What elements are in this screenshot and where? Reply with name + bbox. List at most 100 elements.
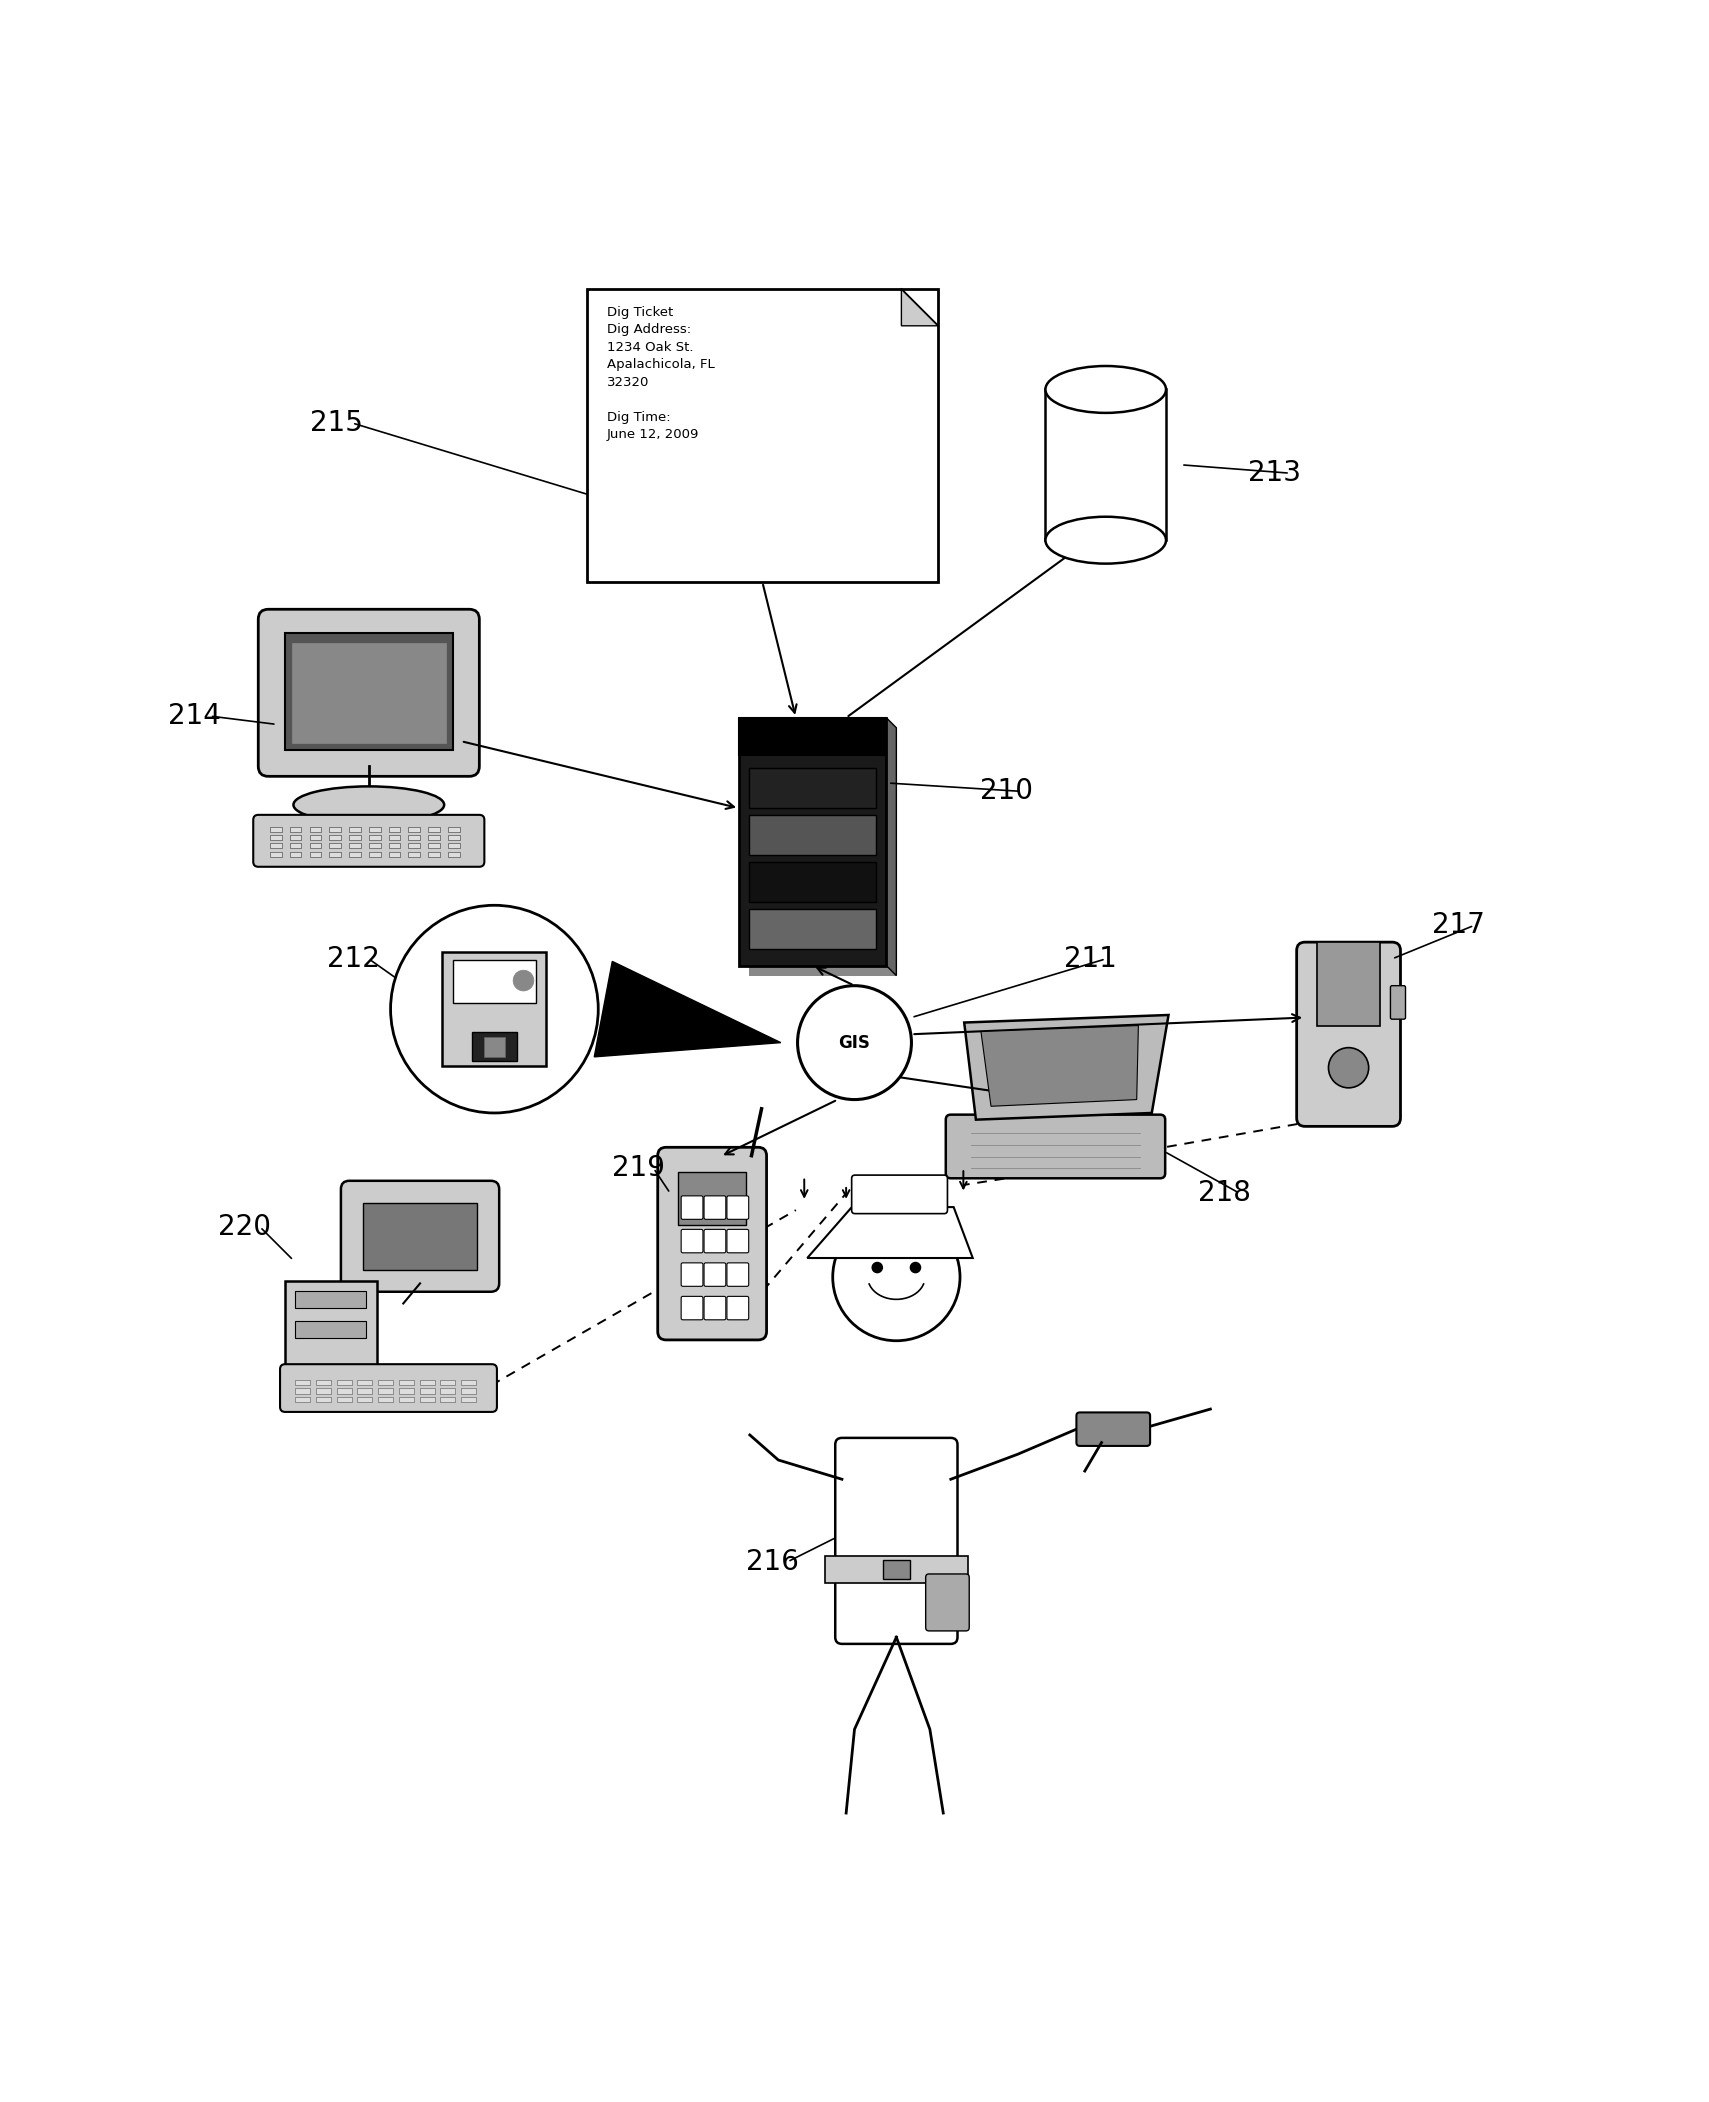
FancyBboxPatch shape	[1046, 389, 1166, 540]
FancyBboxPatch shape	[1297, 942, 1400, 1127]
FancyBboxPatch shape	[408, 834, 420, 841]
FancyBboxPatch shape	[658, 1148, 767, 1339]
Circle shape	[872, 1263, 882, 1272]
FancyBboxPatch shape	[1077, 1413, 1150, 1446]
FancyBboxPatch shape	[443, 952, 547, 1066]
Text: Dig Ticket
Dig Address:
1234 Oak St.
Apalachicola, FL
32320

Dig Time:
June 12, : Dig Ticket Dig Address: 1234 Oak St. Apa…	[607, 305, 714, 441]
FancyBboxPatch shape	[1391, 986, 1405, 1019]
FancyBboxPatch shape	[749, 767, 877, 807]
FancyBboxPatch shape	[398, 1381, 414, 1385]
FancyBboxPatch shape	[682, 1230, 702, 1253]
FancyBboxPatch shape	[291, 843, 301, 849]
FancyBboxPatch shape	[738, 717, 887, 965]
FancyBboxPatch shape	[738, 717, 887, 755]
Circle shape	[832, 1213, 960, 1341]
FancyBboxPatch shape	[378, 1381, 393, 1385]
Polygon shape	[887, 717, 897, 975]
FancyBboxPatch shape	[408, 826, 420, 832]
FancyBboxPatch shape	[749, 908, 877, 948]
FancyBboxPatch shape	[884, 1560, 909, 1579]
FancyBboxPatch shape	[280, 1364, 497, 1413]
Circle shape	[911, 1263, 921, 1272]
FancyBboxPatch shape	[337, 1389, 352, 1394]
Text: 219: 219	[612, 1154, 665, 1181]
FancyBboxPatch shape	[291, 834, 301, 841]
FancyBboxPatch shape	[726, 1297, 749, 1320]
FancyBboxPatch shape	[291, 851, 301, 858]
FancyBboxPatch shape	[309, 843, 321, 849]
FancyBboxPatch shape	[420, 1389, 434, 1394]
FancyBboxPatch shape	[427, 826, 439, 832]
FancyBboxPatch shape	[285, 1282, 376, 1381]
FancyBboxPatch shape	[749, 727, 897, 975]
FancyBboxPatch shape	[1316, 942, 1381, 1026]
FancyBboxPatch shape	[420, 1398, 434, 1402]
FancyBboxPatch shape	[362, 1202, 477, 1270]
FancyBboxPatch shape	[349, 851, 361, 858]
FancyBboxPatch shape	[448, 843, 460, 849]
FancyBboxPatch shape	[484, 1036, 504, 1057]
FancyBboxPatch shape	[398, 1389, 414, 1394]
FancyBboxPatch shape	[1048, 528, 1164, 553]
FancyBboxPatch shape	[369, 851, 381, 858]
Text: 217: 217	[1432, 912, 1485, 940]
Circle shape	[513, 971, 533, 990]
FancyBboxPatch shape	[678, 1173, 747, 1225]
Text: 213: 213	[1248, 458, 1301, 488]
FancyBboxPatch shape	[349, 843, 361, 849]
FancyBboxPatch shape	[349, 826, 361, 832]
FancyBboxPatch shape	[448, 826, 460, 832]
FancyBboxPatch shape	[296, 1389, 311, 1394]
Polygon shape	[595, 961, 781, 1057]
Circle shape	[798, 986, 911, 1099]
FancyBboxPatch shape	[330, 851, 342, 858]
FancyBboxPatch shape	[330, 826, 342, 832]
FancyBboxPatch shape	[296, 1291, 366, 1307]
FancyBboxPatch shape	[749, 816, 877, 856]
FancyBboxPatch shape	[270, 851, 282, 858]
Text: GIS: GIS	[839, 1034, 870, 1051]
FancyBboxPatch shape	[851, 1175, 947, 1213]
Text: 218: 218	[1198, 1179, 1251, 1207]
Polygon shape	[901, 288, 938, 326]
Circle shape	[391, 906, 598, 1112]
FancyBboxPatch shape	[704, 1230, 726, 1253]
Text: 212: 212	[326, 946, 379, 973]
FancyBboxPatch shape	[726, 1263, 749, 1286]
FancyBboxPatch shape	[378, 1398, 393, 1402]
FancyBboxPatch shape	[291, 826, 301, 832]
Circle shape	[1328, 1047, 1369, 1089]
FancyBboxPatch shape	[357, 1398, 373, 1402]
FancyBboxPatch shape	[704, 1297, 726, 1320]
Ellipse shape	[294, 786, 444, 824]
FancyBboxPatch shape	[285, 633, 453, 750]
FancyBboxPatch shape	[441, 1381, 455, 1385]
FancyBboxPatch shape	[427, 843, 439, 849]
Text: 220: 220	[219, 1213, 272, 1240]
FancyBboxPatch shape	[296, 1322, 366, 1339]
Polygon shape	[981, 1026, 1138, 1106]
FancyBboxPatch shape	[704, 1196, 726, 1219]
FancyBboxPatch shape	[408, 843, 420, 849]
FancyBboxPatch shape	[309, 851, 321, 858]
FancyBboxPatch shape	[461, 1398, 477, 1402]
FancyBboxPatch shape	[369, 826, 381, 832]
FancyBboxPatch shape	[704, 1263, 726, 1286]
FancyBboxPatch shape	[472, 1032, 518, 1062]
Text: 215: 215	[311, 410, 362, 437]
Ellipse shape	[1046, 366, 1166, 412]
FancyBboxPatch shape	[270, 834, 282, 841]
FancyBboxPatch shape	[461, 1389, 477, 1394]
FancyBboxPatch shape	[388, 826, 400, 832]
Text: 210: 210	[981, 778, 1034, 805]
FancyBboxPatch shape	[388, 851, 400, 858]
FancyBboxPatch shape	[388, 834, 400, 841]
FancyBboxPatch shape	[316, 1389, 332, 1394]
FancyBboxPatch shape	[296, 1398, 311, 1402]
FancyBboxPatch shape	[258, 610, 479, 776]
Polygon shape	[964, 1015, 1169, 1120]
FancyBboxPatch shape	[682, 1297, 702, 1320]
FancyBboxPatch shape	[309, 834, 321, 841]
FancyBboxPatch shape	[682, 1196, 702, 1219]
FancyBboxPatch shape	[448, 834, 460, 841]
